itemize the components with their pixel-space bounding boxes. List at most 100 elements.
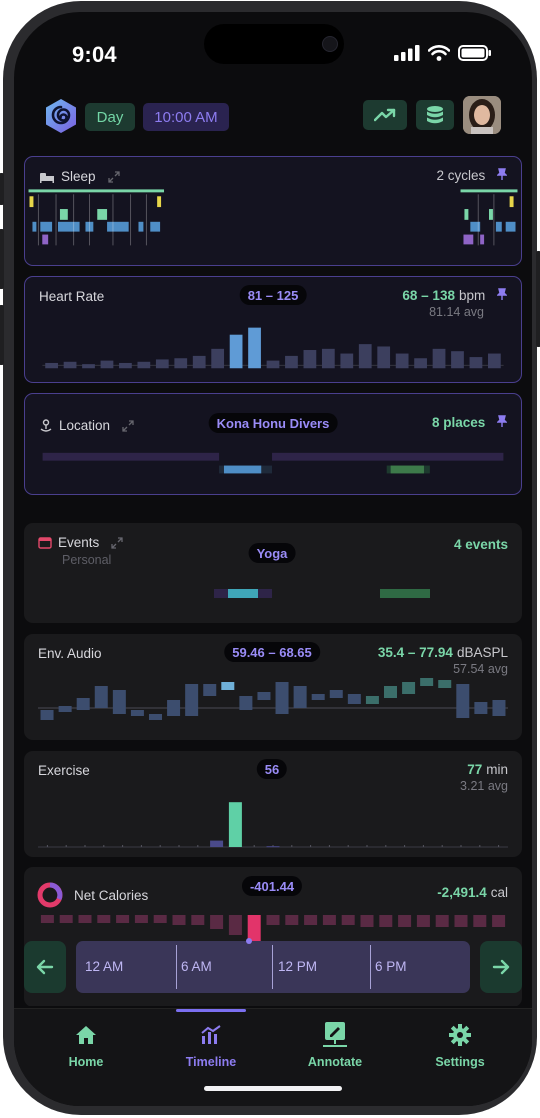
exercise-tick bbox=[272, 845, 274, 847]
exercise-tick bbox=[122, 845, 124, 847]
arrow-right-icon bbox=[492, 959, 510, 975]
env-audio-bar bbox=[329, 690, 343, 698]
env-audio-bar bbox=[293, 686, 307, 708]
expand-icon[interactable] bbox=[111, 536, 123, 549]
env-audio-bar bbox=[167, 700, 181, 716]
timeline-scrubber[interactable]: 12 AM 6 AM 12 PM 6 PM bbox=[76, 938, 470, 993]
net-calories-bar bbox=[59, 915, 73, 923]
exercise-tick bbox=[422, 845, 424, 847]
heart-rate-bar bbox=[137, 361, 151, 369]
env-audio-bar bbox=[492, 700, 506, 716]
events-count: 4 events bbox=[454, 537, 508, 552]
exercise-tick bbox=[140, 845, 142, 847]
heart-rate-bar bbox=[63, 361, 77, 369]
wifi-icon bbox=[428, 45, 450, 61]
heart-rate-bar bbox=[174, 358, 188, 369]
heart-rate-bar bbox=[82, 364, 95, 369]
location-title: Location bbox=[59, 418, 111, 433]
next-button[interactable] bbox=[480, 941, 522, 993]
chart-icon bbox=[201, 1025, 221, 1044]
env-audio-bar bbox=[365, 696, 379, 704]
heart-rate-range: 68 – 138 bbox=[402, 288, 455, 303]
exercise-tick bbox=[404, 845, 406, 847]
net-calories-bar bbox=[473, 915, 487, 927]
heart-rate-card[interactable]: Heart Rate 81 – 125 68 – 138 bpm 81.14 av… bbox=[24, 276, 522, 383]
app-logo-icon bbox=[46, 99, 76, 133]
tick-label: 6 AM bbox=[181, 959, 212, 974]
net-calories-unit: cal bbox=[490, 885, 508, 900]
env-audio-bar bbox=[347, 694, 361, 704]
time-selector[interactable]: 10:00 AM bbox=[143, 103, 229, 131]
pin-icon[interactable] bbox=[496, 415, 508, 427]
nav-annotate-label: Annotate bbox=[307, 1055, 363, 1069]
mute-switch bbox=[0, 173, 4, 205]
exercise-tick bbox=[385, 845, 387, 847]
net-calories-bar bbox=[228, 915, 242, 935]
tick-mark bbox=[272, 945, 273, 989]
playhead-marker[interactable] bbox=[246, 938, 252, 944]
previous-button[interactable] bbox=[24, 941, 66, 993]
trends-button[interactable] bbox=[363, 100, 407, 130]
exercise-chart bbox=[38, 802, 508, 848]
tick-mark bbox=[176, 945, 177, 989]
nav-home[interactable]: Home bbox=[36, 1021, 136, 1069]
sleep-cycles: 2 cycles bbox=[436, 168, 486, 183]
status-time: 9:04 bbox=[72, 42, 117, 67]
events-count-value: 4 events bbox=[453, 537, 508, 552]
expand-icon[interactable] bbox=[107, 170, 120, 183]
tick-label: 6 PM bbox=[375, 959, 407, 974]
net-calories-bar bbox=[398, 915, 412, 927]
status-icons bbox=[394, 45, 492, 61]
power-button bbox=[536, 251, 540, 347]
location-card-header: Location bbox=[39, 418, 134, 433]
period-selector[interactable]: Day bbox=[85, 103, 135, 131]
net-calories-bar bbox=[78, 915, 92, 923]
exercise-card[interactable]: Exercise 56 77 min 3.21 avg bbox=[24, 751, 522, 857]
env-audio-card[interactable]: Env. Audio 59.46 – 68.65 35.4 – 77.94 dBA… bbox=[24, 634, 522, 740]
exercise-tick bbox=[84, 845, 86, 847]
env-audio-avg: 57.54 avg bbox=[453, 662, 508, 676]
nav-annotate[interactable]: Annotate bbox=[285, 1021, 385, 1069]
home-icon bbox=[76, 1026, 96, 1044]
exercise-tick bbox=[197, 845, 199, 847]
app-header: Day 10:00 AM bbox=[14, 86, 532, 146]
nav-settings[interactable]: Settings bbox=[410, 1021, 510, 1069]
sleep-summary: 2 cycles bbox=[436, 168, 508, 183]
expand-icon[interactable] bbox=[122, 419, 134, 432]
exercise-total: 77 bbox=[467, 762, 483, 777]
heart-rate-bar bbox=[377, 346, 391, 369]
heart-rate-bar bbox=[340, 353, 354, 369]
heart-rate-bar bbox=[100, 360, 114, 369]
avatar[interactable] bbox=[463, 96, 501, 134]
pin-icon[interactable] bbox=[496, 168, 508, 180]
exercise-value-badge: 56 bbox=[256, 759, 288, 779]
exercise-avg: 3.21 avg bbox=[460, 779, 508, 793]
env-audio-chart bbox=[38, 678, 508, 720]
location-card[interactable]: Location Kona Honu Divers 8 places bbox=[24, 393, 522, 495]
timeline-content: Sleep 2 cycles bbox=[14, 146, 532, 1006]
net-calories-bar bbox=[116, 915, 130, 923]
nav-timeline[interactable]: Timeline bbox=[161, 1021, 261, 1069]
net-calories-bar bbox=[416, 915, 430, 927]
exercise-tick bbox=[159, 845, 161, 847]
arrow-left-icon bbox=[36, 959, 54, 975]
location-chart bbox=[42, 452, 504, 474]
user-portrait bbox=[463, 96, 501, 134]
net-calories-bar bbox=[360, 915, 374, 927]
pin-icon[interactable] bbox=[496, 288, 508, 300]
net-calories-bar bbox=[40, 915, 54, 923]
net-calories-bar bbox=[304, 915, 318, 925]
heart-rate-title: Heart Rate bbox=[39, 289, 105, 304]
heart-rate-bar bbox=[488, 353, 501, 369]
exercise-unit: min bbox=[486, 762, 508, 777]
heart-rate-bar bbox=[248, 327, 261, 369]
sleep-card[interactable]: Sleep 2 cycles bbox=[24, 156, 522, 266]
net-calories-value-badge: -401.44 bbox=[241, 876, 303, 896]
exercise-tick bbox=[347, 845, 349, 847]
data-sources-button[interactable] bbox=[416, 100, 454, 130]
exercise-tick bbox=[253, 845, 255, 847]
events-card[interactable]: Events Personal Yoga 4 events bbox=[24, 523, 522, 623]
heart-rate-bar bbox=[432, 348, 446, 369]
net-calories-bar bbox=[172, 915, 186, 925]
heart-rate-chart bbox=[42, 327, 504, 369]
